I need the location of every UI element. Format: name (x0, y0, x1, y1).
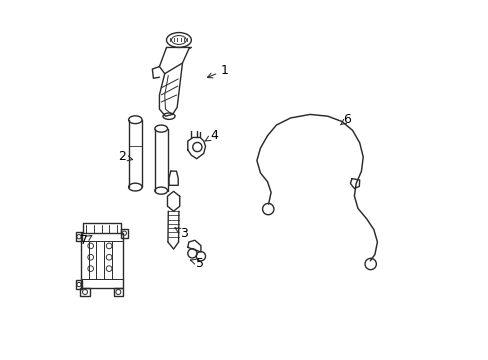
Text: 5: 5 (190, 257, 204, 270)
Text: 3: 3 (175, 227, 188, 240)
Text: 6: 6 (340, 113, 350, 126)
Bar (121, 229, 127, 238)
Text: 2: 2 (118, 150, 132, 163)
Bar (76, 232, 82, 241)
Bar (114, 288, 122, 296)
Text: 4: 4 (204, 129, 218, 142)
Bar (80, 288, 89, 296)
Bar (81, 233, 122, 288)
Text: 7: 7 (80, 234, 92, 247)
Text: 1: 1 (207, 64, 228, 78)
Bar (76, 280, 82, 289)
